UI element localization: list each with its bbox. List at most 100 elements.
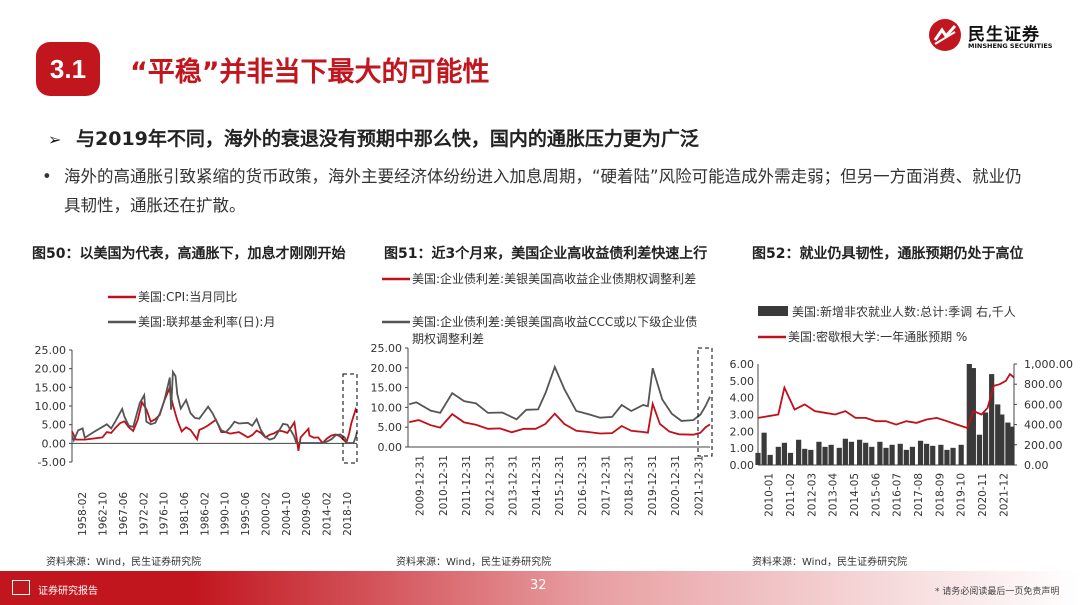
highlight-box: [697, 347, 713, 457]
y-tick-label: 20.00: [371, 362, 403, 375]
figure-52-title: 图52：就业仍具韧性，通胀预期仍处于高位: [752, 246, 1024, 262]
x-tick-label: 2014-12-31: [531, 455, 543, 516]
x-tick-label: 2000-02: [260, 492, 272, 536]
x-tick-label: 2016-12-31: [577, 455, 589, 516]
y-tick-label: 15.00: [35, 381, 67, 394]
x-tick-label: 2019-12-31: [647, 455, 659, 516]
left-tick-label: 5.00: [730, 375, 755, 388]
x-tick-label: 2012-12-31: [484, 455, 496, 516]
x-tick-label: 1990-10: [220, 492, 232, 536]
x-tick-label: 2021-12-31: [693, 455, 705, 516]
payrolls-bar: [938, 444, 944, 465]
y-tick-label: 5.00: [42, 419, 67, 432]
logo-icon: [929, 19, 961, 51]
footer-report-label: 证券研究报告: [38, 586, 98, 597]
x-tick-label: 1976-10: [159, 492, 171, 536]
x-tick-label: 1958-02: [77, 492, 89, 536]
right-tick-label: 0.00: [1024, 459, 1049, 472]
right-tick-label: 1,000.00: [1024, 358, 1073, 371]
payrolls-bar: [889, 444, 895, 465]
left-tick-label: 4.00: [730, 392, 755, 405]
payrolls-bar: [836, 447, 842, 465]
y-tick-label: 0.00: [378, 441, 403, 454]
x-tick-label: 2011-12-31: [461, 455, 473, 516]
right-tick-label: 600.00: [1024, 398, 1063, 411]
x-tick-label: 2020-11: [977, 473, 989, 517]
series-line-0: [409, 400, 711, 436]
figure-51-title: 图51：近3个月来，美国企业高收益债利差快速上行: [384, 246, 708, 262]
logo-name-en: MINSHENG SECURITIES: [968, 42, 1053, 50]
payrolls-bar: [883, 447, 889, 465]
figure-52-source: 资料来源：Wind，民生证券研究院: [752, 557, 908, 568]
x-tick-label: 1972-02: [138, 492, 150, 536]
payrolls-bar: [982, 412, 989, 465]
x-tick-label: 2010-01: [764, 473, 776, 517]
y-tick-label: -5.00: [38, 456, 66, 469]
payrolls-bar: [848, 441, 855, 465]
payrolls-bar: [944, 449, 950, 465]
detail-bullet: • 海外的高通胀引致紧缩的货币政策，海外主要经济体纷纷进入加息周期，“硬着陆”风…: [42, 162, 1032, 220]
x-tick-label: 2012-03: [806, 473, 818, 517]
legend-ccc-spread: 期权调整利差: [412, 331, 484, 346]
payrolls-bar: [970, 368, 976, 465]
y-tick-label: 0.00: [42, 437, 67, 450]
x-tick-label: 2004-10: [281, 492, 293, 536]
chart-high-yield-spread: 美国:企业债利差:美银美国高收益企业债期权调整利差美国:企业债利差:美银美国高收…: [371, 271, 713, 516]
left-tick-label: 6.00: [730, 358, 755, 371]
footer-disclaimer: * 请务必阅读最后一页免责声明: [935, 587, 1060, 597]
payrolls-bar: [802, 448, 808, 465]
figure-50-source: 资料来源：Wind，民生证券研究院: [46, 557, 202, 568]
payrolls-bar: [1009, 426, 1015, 465]
figure-51-source: 资料来源：Wind，民生证券研究院: [396, 557, 552, 568]
x-tick-label: 1962-10: [98, 492, 110, 536]
figure-50-title: 图50：以美国为代表，高通胀下，加息才刚刚开始: [32, 246, 346, 262]
payrolls-bar: [808, 449, 814, 465]
payrolls-bar: [999, 414, 1005, 465]
payrolls-bar: [842, 438, 848, 465]
y-tick-label: 5.00: [378, 421, 403, 434]
x-tick-label: 1995-06: [240, 492, 252, 536]
x-tick-label: 2014-02: [321, 492, 333, 536]
x-tick-label: 2015-12-31: [554, 455, 566, 516]
x-tick-label: 2015-06: [870, 473, 882, 517]
y-tick-label: 25.00: [371, 342, 403, 355]
payrolls-bar: [909, 446, 916, 465]
section-number-badge: 3.1: [36, 42, 100, 96]
x-tick-label: 2013-12-31: [508, 455, 520, 516]
legend-payrolls-swatch: [758, 306, 788, 316]
payrolls-bar: [989, 374, 995, 465]
dot-bullet-icon: •: [42, 167, 52, 186]
main-bullet-text: 与2019年不同，海外的衰退没有预期中那么快，国内的通胀压力更为广泛: [76, 128, 699, 150]
payrolls-bar: [903, 449, 909, 465]
x-tick-label: 2017-12-31: [600, 455, 612, 516]
payrolls-bar: [856, 439, 863, 465]
left-tick-label: 2.00: [730, 425, 755, 438]
x-tick-label: 2010-12-31: [438, 455, 450, 516]
payrolls-bar: [877, 441, 883, 465]
y-tick-label: 20.00: [35, 363, 67, 376]
x-tick-label: 2017-08: [913, 473, 925, 517]
payrolls-bar: [767, 454, 773, 465]
payrolls-bar: [958, 444, 964, 465]
payrolls-bar: [897, 443, 903, 465]
page-number: 32: [530, 578, 547, 593]
x-tick-label: 2009-06: [301, 492, 313, 536]
payrolls-bar: [995, 404, 1001, 465]
logo-name-cn: 民生证券: [968, 25, 1040, 45]
x-tick-label: 2018-12-31: [624, 455, 636, 516]
left-tick-label: 0.00: [730, 459, 755, 472]
x-tick-label: 2013-04: [828, 473, 840, 517]
x-tick-label: 2014-05: [849, 473, 861, 517]
legend-inflation-exp: 美国:密歇根大学:一年通胀预期 %: [788, 329, 967, 344]
legend-fed-rate: 美国:联邦基金利率(日):月: [138, 314, 275, 329]
detail-bullet-text: 海外的高通胀引致紧缩的货币政策，海外主要经济体纷纷进入加息周期，“硬着陆”风险可…: [64, 167, 1022, 215]
x-tick-label: 2018-09: [934, 473, 946, 517]
legend-hy-spread: 美国:企业债利差:美银美国高收益企业债期权调整利差: [412, 271, 696, 286]
brand-logo: 民生证券 MINSHENG SECURITIES: [928, 18, 1058, 54]
right-tick-label: 800.00: [1024, 378, 1063, 391]
x-tick-label: 2011-02: [785, 473, 797, 517]
payrolls-bar: [863, 442, 869, 465]
payrolls-bar: [822, 446, 828, 465]
payrolls-bar: [924, 443, 930, 465]
